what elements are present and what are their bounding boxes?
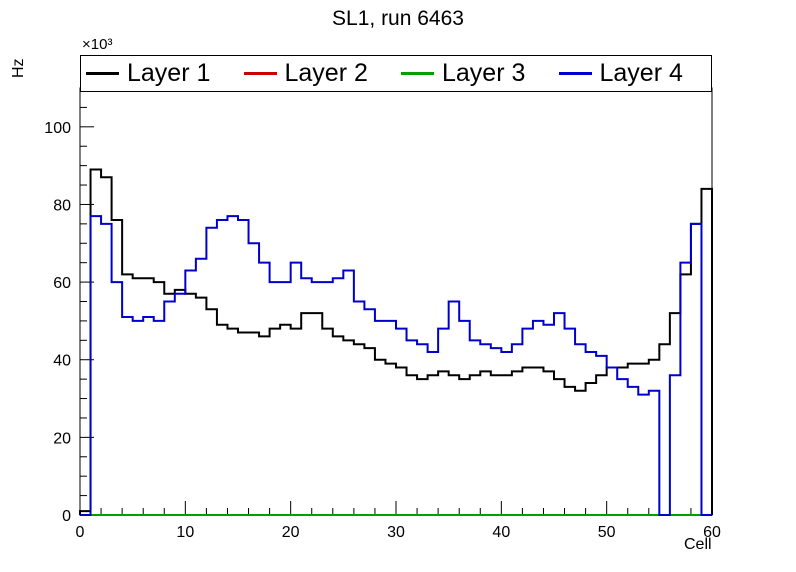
legend-label-layer4: Layer 4: [599, 59, 683, 87]
svg-text:50: 50: [598, 524, 616, 541]
series-layer-4: [80, 215, 712, 516]
svg-text:20: 20: [282, 524, 300, 541]
legend-line-layer2: [243, 72, 277, 75]
legend-line-layer3: [401, 72, 434, 75]
legend-line-layer4: [558, 72, 592, 75]
legend-entry-layer3: Layer 3: [396, 59, 554, 88]
svg-text:40: 40: [53, 353, 71, 370]
legend-label-layer3: Layer 3: [442, 59, 526, 87]
svg-text:100: 100: [44, 120, 71, 137]
legend: Layer 1 Layer 2 Layer 3 Layer 4: [80, 55, 712, 92]
legend-label-layer2: Layer 2: [284, 59, 368, 87]
legend-entry-layer4: Layer 4: [554, 59, 712, 88]
legend-label-layer1: Layer 1: [127, 59, 211, 87]
x-axis-title: Cell: [684, 536, 712, 553]
chart-title: SL1, run 6463: [332, 7, 464, 30]
svg-text:0: 0: [62, 508, 71, 525]
legend-entry-layer2: Layer 2: [239, 59, 397, 88]
svg-text:20: 20: [53, 430, 71, 447]
svg-text:80: 80: [53, 197, 71, 214]
svg-text:30: 30: [387, 524, 405, 541]
y-axis-multiplier: ×10³: [82, 36, 113, 53]
svg-text:60: 60: [703, 524, 721, 541]
legend-entry-layer1: Layer 1: [81, 59, 239, 88]
legend-line-layer1: [86, 72, 119, 75]
svg-text:60: 60: [53, 275, 71, 292]
svg-text:40: 40: [492, 524, 510, 541]
svg-text:10: 10: [176, 524, 194, 541]
svg-text:0: 0: [76, 524, 85, 541]
series-layer-1: [79, 168, 713, 515]
